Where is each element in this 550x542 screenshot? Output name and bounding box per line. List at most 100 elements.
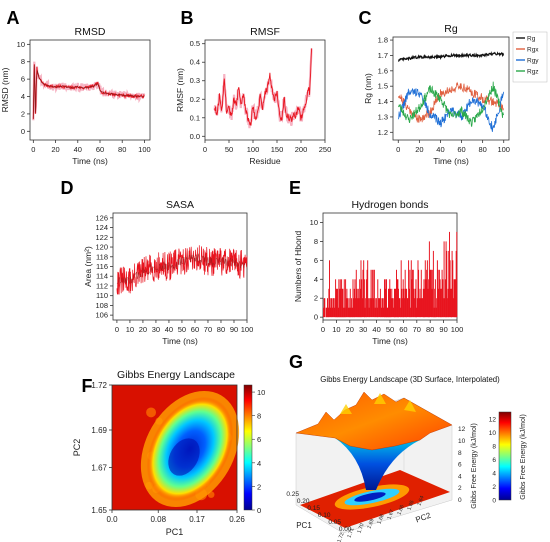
hbond-bar (404, 298, 406, 318)
hbond-bar (423, 279, 425, 318)
hbond-bar (398, 298, 400, 318)
x-axis-label: PC1 (296, 521, 312, 530)
hbond-bar (355, 298, 357, 318)
panel-E: E Hydrogen bonds 0 10 20 30 40 50 60 70 80 90 100 0 2 4… (289, 178, 463, 346)
hbond-bar (408, 260, 410, 318)
hbond-bar (357, 298, 359, 318)
hbond-bar (349, 307, 351, 318)
hbond-bar (408, 288, 410, 318)
hbond-bar (367, 298, 369, 318)
x-axis-label: PC1 (166, 527, 184, 537)
hbond-bar (327, 298, 328, 318)
x-tick-label: 60 (96, 145, 104, 154)
y-tick-label: 0.0 (190, 132, 200, 141)
y-tick-label: 0.4 (190, 58, 200, 67)
hbond-bar (365, 279, 367, 318)
x-axis-label: Time (ns) (162, 336, 198, 346)
hbond-bar (368, 307, 370, 318)
series-rg-line (397, 51, 505, 62)
hbond-bar (355, 269, 357, 318)
hbond-bar (353, 298, 355, 318)
hbond-bar (335, 288, 337, 318)
x-tick-label: 20 (415, 145, 423, 154)
rmsd-band (32, 61, 146, 121)
y-tick-label: 2 (21, 109, 25, 118)
hbond-bar (395, 288, 397, 318)
y-tick-label: 4 (314, 275, 318, 284)
rmsf-line (214, 48, 313, 126)
y-tick-label: 1.68 (377, 513, 386, 525)
hbond-bar (410, 260, 412, 318)
y-tick-label: 0.1 (190, 113, 200, 122)
hbond-bar (429, 269, 431, 318)
hbond-bar (375, 298, 377, 318)
y-tick-label: 1.69 (367, 518, 376, 530)
hbond-bar (373, 269, 375, 318)
x-tick-label: 80 (118, 145, 126, 154)
hbond-bar (385, 279, 387, 318)
hbond-bar (428, 279, 430, 318)
y-axis-label: Numbers of Hbond (293, 231, 303, 303)
hbond-bar (443, 241, 445, 318)
hbond-bar (377, 298, 379, 318)
hbond-bar (436, 260, 438, 318)
hbond-bar (341, 288, 343, 318)
hbond-bar (398, 288, 399, 318)
hbond-bar (420, 298, 422, 318)
hbond-bar (426, 269, 428, 318)
hbond-bar (446, 298, 448, 318)
hbond-bar (344, 307, 346, 318)
hbond-bar (400, 307, 402, 318)
hbond-bar (417, 260, 419, 318)
hbond-bar (439, 279, 441, 318)
x-tick-label: 80 (478, 145, 486, 154)
plot-frame (29, 39, 151, 141)
colorbar-tick-label: 2 (492, 484, 496, 491)
floor-contour-inner (354, 492, 386, 502)
x-tick-label: 70 (204, 325, 212, 334)
hbond-bar (434, 279, 436, 318)
hbond-bar (407, 298, 409, 318)
hbond-bar (430, 269, 432, 318)
hbond-bar (367, 260, 369, 318)
x-tick-label: 60 (457, 145, 465, 154)
chart-title: SASA (166, 199, 194, 211)
panel-letter: E (289, 178, 301, 198)
x-tick-label: 40 (436, 145, 444, 154)
x-tick-label: 100 (247, 145, 260, 154)
y-tick-label: 126 (95, 213, 108, 222)
hbond-bar (372, 298, 374, 318)
hbond-bar (410, 307, 412, 318)
rmsd-line (32, 64, 145, 120)
x-tick-label: 200 (295, 145, 308, 154)
hbond-bar (361, 298, 363, 318)
y-tick-label: 1.8 (378, 36, 388, 45)
hbond-bar (379, 298, 381, 318)
hbond-bar (358, 298, 360, 318)
colorbar-tick-label: 10 (257, 388, 265, 397)
y-tick-label: 1.64 (417, 495, 426, 507)
hbond-bar (416, 307, 418, 318)
hbond-bar (409, 269, 411, 318)
hbond-bar (353, 288, 355, 318)
hbond-bar (437, 269, 439, 318)
y-tick-label: 1.2 (378, 128, 388, 137)
y-tick-label: 1.5 (378, 82, 388, 91)
hbond-bar (418, 298, 420, 318)
panel-letter: G (289, 352, 303, 372)
hbond-bar (414, 288, 416, 318)
x-tick-label: 60 (399, 325, 407, 334)
hbond-bar (352, 279, 354, 318)
legend-label: Rgy (527, 58, 539, 65)
hbond-bar (442, 298, 444, 318)
hbond-bar (445, 241, 447, 318)
hbond-bar (422, 298, 424, 318)
y-tick-label: 108 (95, 301, 108, 310)
chart-title: RMSD (75, 26, 106, 38)
legend-box (512, 31, 548, 83)
x-tick-label: 250 (319, 145, 332, 154)
series-rgx-line (397, 81, 505, 123)
colorbar-tick-label: 12 (489, 416, 497, 423)
hbond-bar (420, 269, 422, 318)
hbond-bar (375, 298, 377, 318)
